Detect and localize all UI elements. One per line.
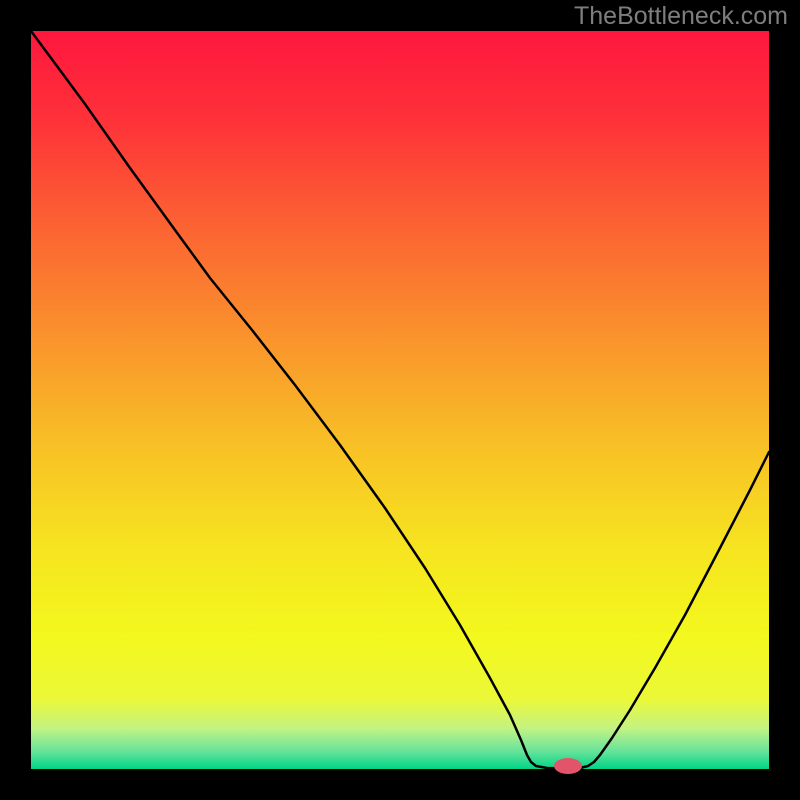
chart-container: TheBottleneck.com: [0, 0, 800, 800]
plot-background: [31, 31, 769, 769]
watermark-text: TheBottleneck.com: [574, 2, 788, 31]
chart-svg: [0, 0, 800, 800]
optimum-marker: [554, 758, 582, 774]
